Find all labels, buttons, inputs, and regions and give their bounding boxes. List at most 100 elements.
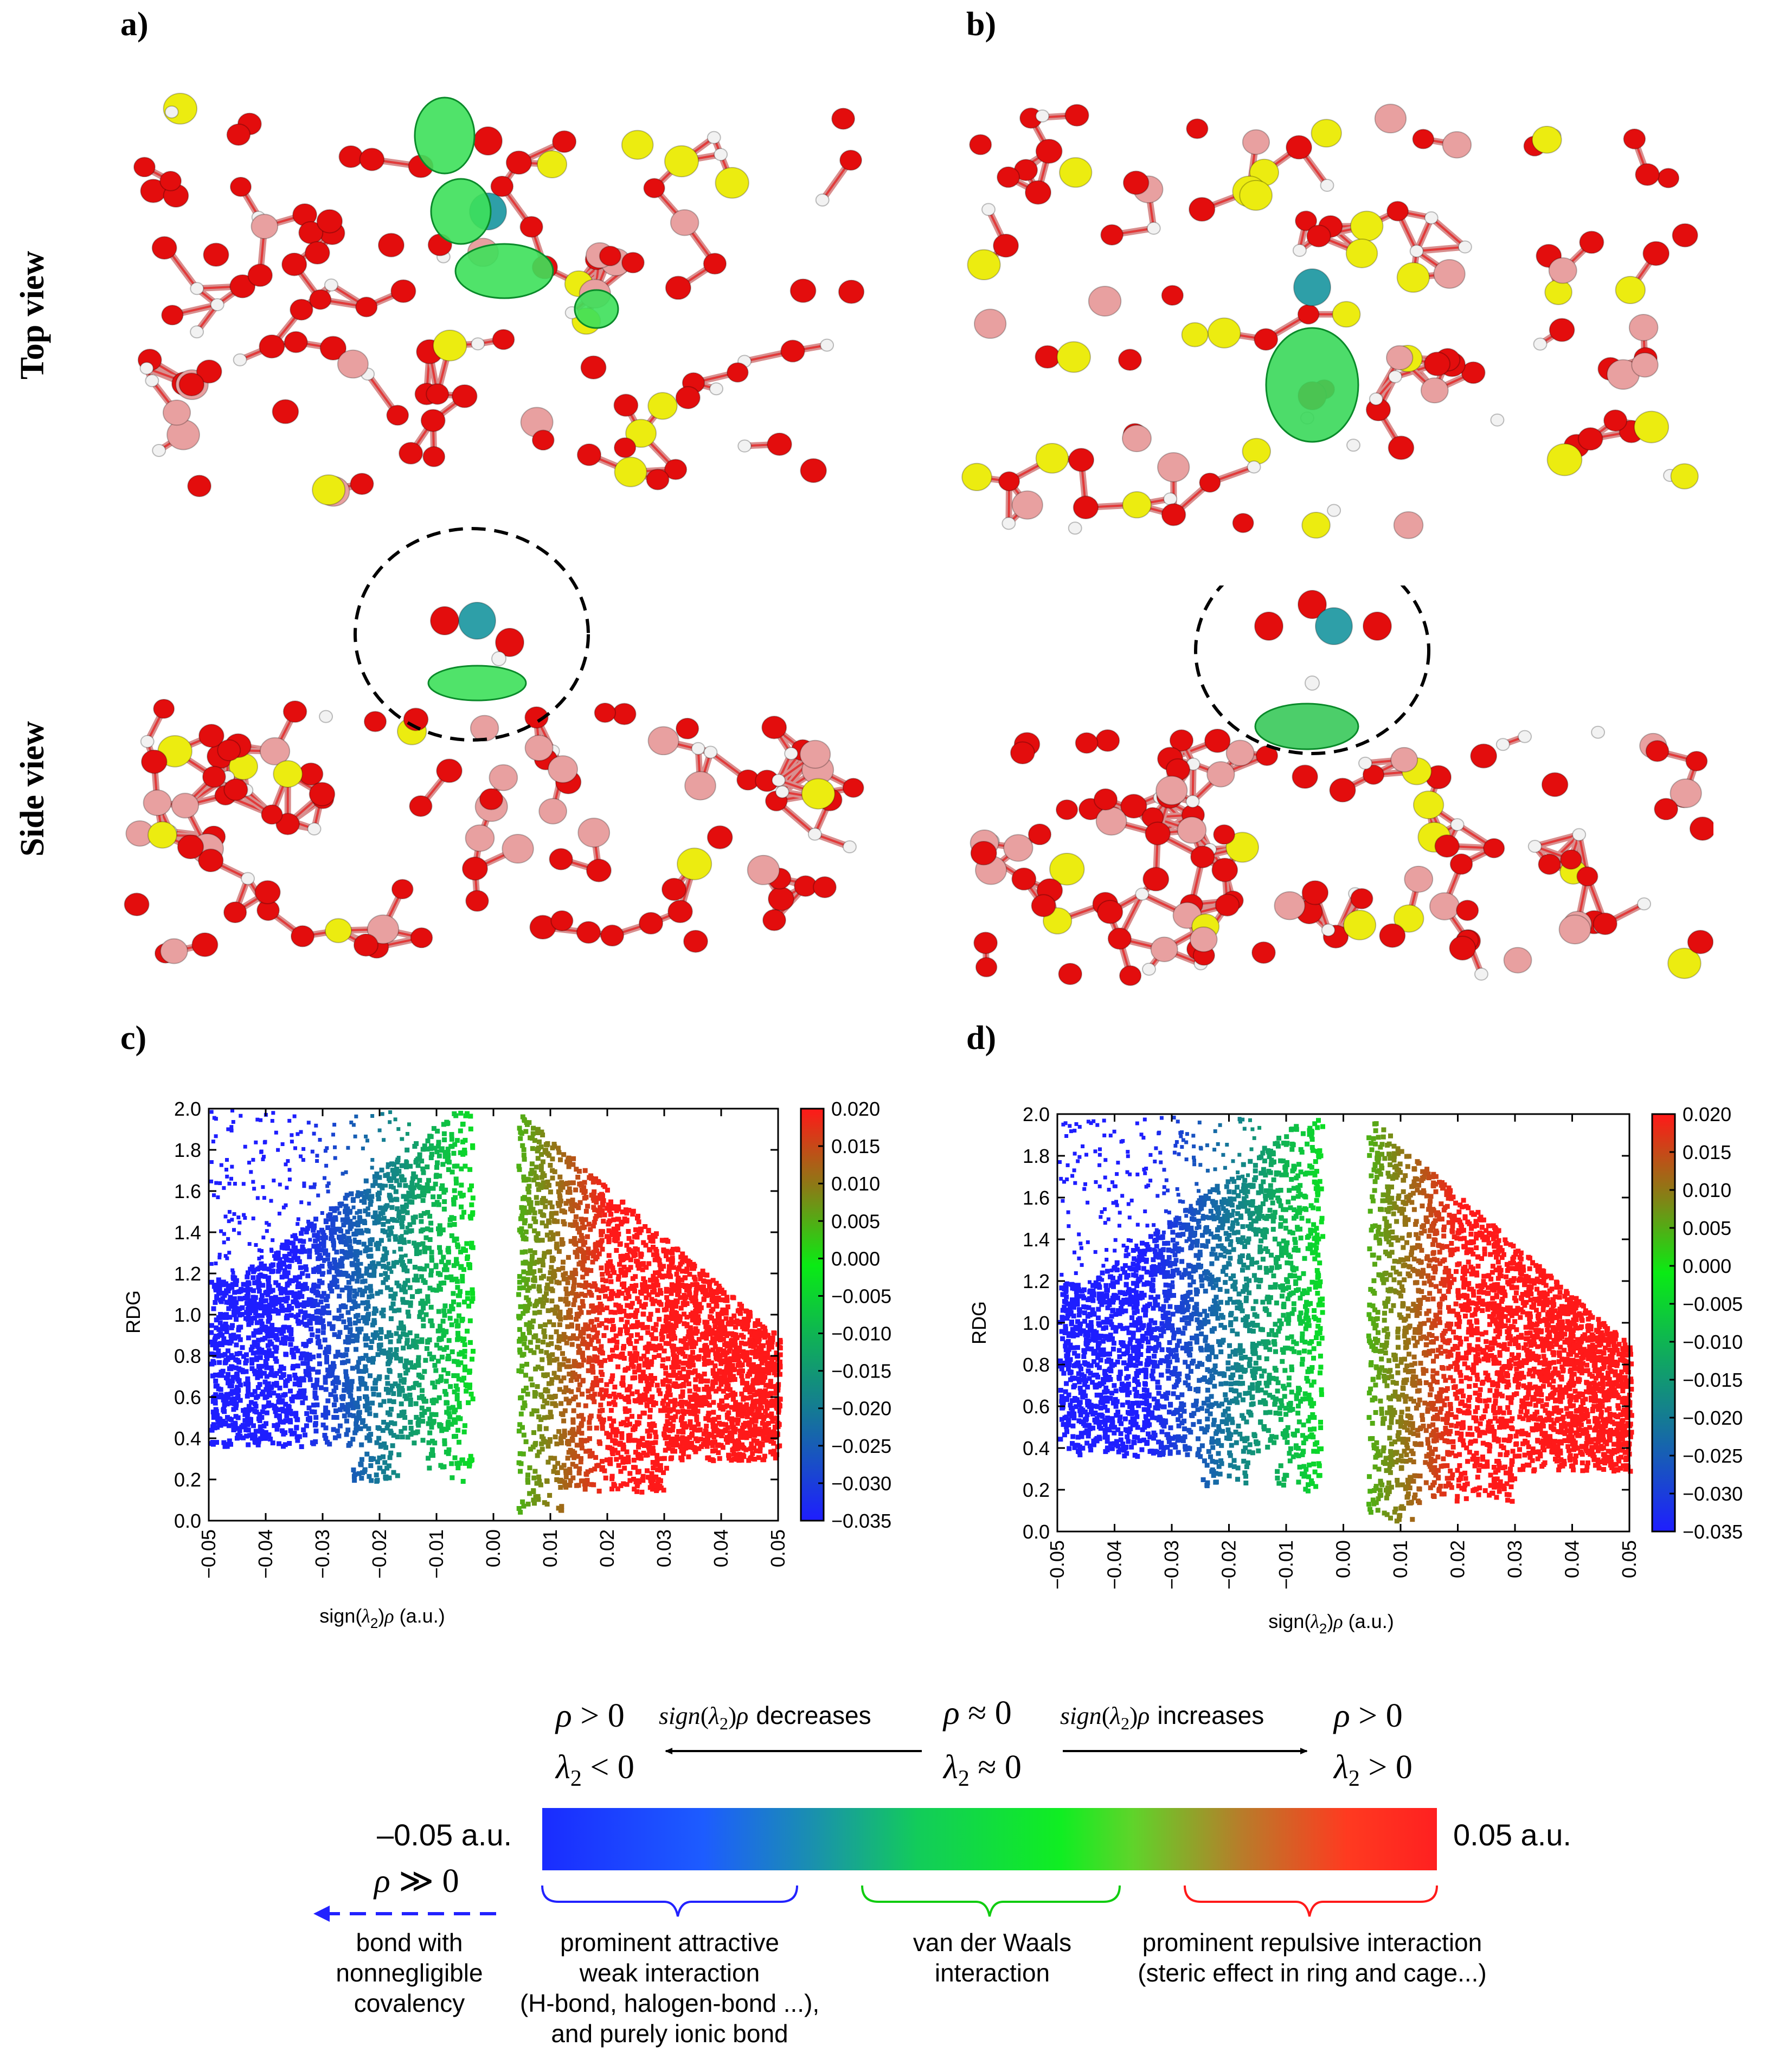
scatter-point	[436, 1283, 442, 1289]
scatter-point	[368, 1463, 374, 1468]
scatter-point	[683, 1354, 688, 1359]
scatter-point	[641, 1276, 646, 1282]
side-view-label: Side view	[14, 721, 51, 857]
scatter-point	[350, 1398, 355, 1402]
scatter-point	[542, 1500, 547, 1505]
oxygen-atom	[217, 739, 241, 762]
scatter-point	[301, 1315, 307, 1320]
hydrogen-atom	[1247, 460, 1261, 474]
scatter-point	[569, 1342, 575, 1347]
scatter-point	[702, 1360, 708, 1366]
scatter-point	[561, 1463, 567, 1468]
scatter-point	[240, 1345, 245, 1350]
scatter-point	[556, 1429, 562, 1434]
scatter-point	[277, 1297, 282, 1302]
scatter-point	[523, 1439, 529, 1444]
scatter-point	[320, 1423, 326, 1427]
scatter-point	[632, 1288, 637, 1294]
scatter-point	[635, 1259, 640, 1264]
bond-core	[1430, 217, 1466, 248]
scatter-point	[269, 1323, 275, 1328]
scatter-point	[222, 1402, 227, 1408]
scatter-point	[718, 1405, 723, 1411]
scatter-point	[621, 1346, 626, 1351]
oxygen-atom	[768, 886, 794, 911]
scatter-point	[344, 1347, 350, 1352]
oxygen-atom	[309, 289, 332, 310]
scatter-point	[414, 1141, 419, 1146]
aluminium-atom	[747, 854, 780, 885]
scatter-point	[349, 1191, 354, 1196]
scatter-point	[301, 1303, 306, 1309]
scatter-point	[716, 1450, 721, 1455]
oxygen-atom	[1434, 834, 1460, 858]
sulfur-atom	[801, 778, 836, 810]
scatter-point	[557, 1387, 562, 1392]
sulfur-atom	[1670, 463, 1699, 490]
oxygen-atom	[1119, 965, 1142, 986]
scatter-point	[467, 1385, 472, 1391]
oxygen-atom	[1169, 729, 1194, 752]
hydrogen-atom	[691, 742, 705, 755]
oxygen-atom	[1449, 853, 1473, 875]
scatter-point	[617, 1241, 622, 1247]
scatter-point	[585, 1478, 590, 1483]
oxygen-atom	[272, 399, 299, 424]
scatter-point	[532, 1442, 538, 1447]
scatter-point	[522, 1205, 527, 1211]
scatter-point	[529, 1168, 535, 1173]
scatter-point	[651, 1277, 657, 1283]
scatter-point	[747, 1386, 752, 1392]
hydrogen-atom	[1450, 818, 1465, 832]
scatter-point	[663, 1424, 669, 1429]
scatter-point	[530, 1146, 535, 1151]
sulfur-atom	[1049, 853, 1085, 886]
scatter-point	[339, 1314, 344, 1318]
hydrogen-atom	[771, 774, 786, 787]
scatter-point	[524, 1322, 529, 1327]
aluminium-atom	[1558, 914, 1591, 945]
oxygen-atom	[430, 606, 459, 635]
scatter-point	[608, 1279, 614, 1284]
oxygen-atom	[531, 429, 555, 451]
scatter-point	[733, 1324, 738, 1330]
oxygen-atom	[386, 404, 409, 426]
scatter-point	[673, 1365, 678, 1370]
oxygen-atom	[973, 931, 998, 954]
scatter-point	[342, 1413, 347, 1419]
scatter-point	[632, 1234, 637, 1239]
scatter-point	[601, 1333, 607, 1338]
scatter-point	[245, 1376, 251, 1381]
scatter-point	[712, 1319, 718, 1324]
scatter-point	[414, 1247, 419, 1253]
molecule-a-side-view	[124, 527, 864, 964]
scatter-point	[604, 1263, 609, 1269]
scatter-point	[241, 1288, 246, 1293]
scatter-point	[581, 1185, 587, 1191]
scatter-point	[643, 1279, 647, 1285]
scatter-point	[389, 1205, 395, 1210]
scatter-point	[252, 1389, 258, 1394]
scatter-point	[536, 1414, 542, 1419]
scatter-point	[299, 1444, 304, 1449]
scatter-point	[436, 1144, 441, 1149]
scatter-point	[768, 1355, 773, 1361]
scatter-point	[329, 1289, 335, 1294]
scatter-point	[467, 1265, 472, 1270]
scatter-point	[469, 1240, 474, 1246]
scatter-point	[624, 1449, 630, 1455]
aluminium-atom	[489, 764, 518, 792]
scatter-point	[630, 1391, 635, 1397]
scatter-point	[739, 1373, 744, 1379]
scatter-point	[221, 1440, 227, 1445]
sulfur-atom	[1546, 443, 1583, 477]
scatter-point	[396, 1339, 402, 1344]
scatter-point	[751, 1438, 756, 1443]
scatter-point	[410, 1215, 416, 1221]
scatter-point	[401, 1284, 407, 1290]
scatter-point	[402, 1393, 408, 1399]
scatter-point	[337, 1294, 342, 1299]
scatter-point	[570, 1335, 576, 1341]
scatter-point	[271, 1381, 277, 1387]
scatter-point	[384, 1285, 390, 1290]
